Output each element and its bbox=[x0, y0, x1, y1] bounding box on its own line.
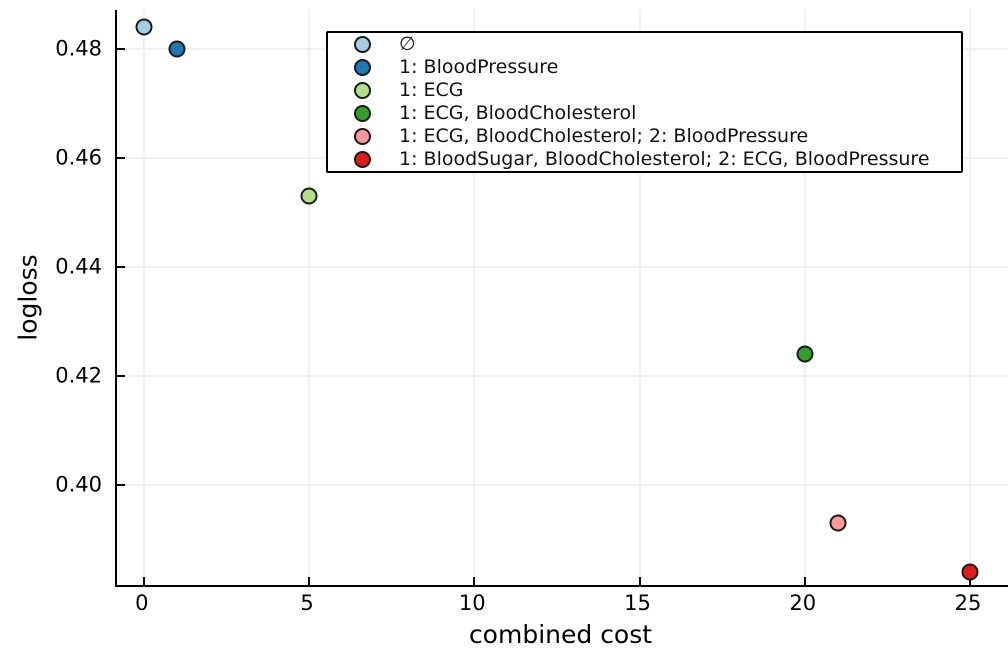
gridline-vertical bbox=[473, 10, 476, 585]
x-axis-tick-label: 20 bbox=[789, 591, 817, 615]
y-axis-tick-labels: 0.40 0.42 0.44 0.46 0.48 bbox=[0, 10, 102, 585]
legend-item-label: 1: BloodSugar, BloodCholesterol; 2: ECG,… bbox=[399, 148, 930, 170]
y-axis-tick-label: 0.44 bbox=[55, 254, 102, 279]
x-axis-tick-label: 15 bbox=[624, 591, 651, 615]
x-axis-tick bbox=[308, 577, 310, 585]
data-point bbox=[961, 563, 979, 581]
legend-item: 1: ECG, BloodCholesterol; 2: BloodPressu… bbox=[354, 127, 961, 146]
gridline-vertical bbox=[142, 10, 145, 585]
legend-item: 1: BloodPressure bbox=[354, 58, 961, 77]
y-axis-tick bbox=[117, 157, 125, 160]
legend-item: ∅ bbox=[354, 35, 961, 54]
legend-item-label: 1: ECG, BloodCholesterol bbox=[399, 102, 637, 124]
legend-marker-icon bbox=[354, 59, 371, 76]
legend-item-label: 1: ECG bbox=[399, 79, 464, 101]
legend-item-label: 1: ECG, BloodCholesterol; 2: BloodPressu… bbox=[399, 125, 809, 147]
legend-marker-icon bbox=[354, 36, 371, 53]
x-axis-tick bbox=[803, 577, 806, 585]
legend: ∅ 1: BloodPressure 1: ECG 1: ECG, BloodChol… bbox=[326, 31, 963, 173]
y-axis-tick bbox=[117, 484, 125, 487]
y-axis-title-wrap: logloss bbox=[0, 10, 56, 585]
gridline-horizontal bbox=[117, 266, 1008, 269]
y-axis-tick bbox=[117, 48, 125, 51]
y-axis-tick-label: 0.40 bbox=[55, 472, 102, 497]
y-axis-tick bbox=[117, 266, 125, 269]
y-axis-tick bbox=[117, 375, 125, 378]
y-axis-tick-label: 0.48 bbox=[55, 36, 102, 61]
y-axis-tick-label: 0.42 bbox=[55, 363, 102, 388]
x-axis-tick-label: 0 bbox=[135, 591, 149, 615]
legend-item-label: ∅ bbox=[399, 33, 416, 55]
gridline-vertical bbox=[308, 10, 310, 585]
data-point bbox=[829, 514, 847, 532]
x-axis-tick bbox=[968, 577, 971, 585]
data-point bbox=[796, 345, 814, 363]
legend-item: 1: BloodSugar, BloodCholesterol; 2: ECG,… bbox=[354, 150, 961, 169]
legend-marker-icon bbox=[354, 128, 371, 145]
y-axis-title: logloss bbox=[13, 254, 43, 341]
legend-marker-icon bbox=[354, 82, 371, 99]
x-axis-tick bbox=[638, 577, 641, 585]
x-axis-tick-labels: 0 5 10 15 20 25 bbox=[115, 591, 1006, 618]
legend-item: 1: ECG bbox=[354, 81, 961, 100]
x-axis-tick-label: 5 bbox=[300, 591, 314, 615]
y-axis-tick-label: 0.46 bbox=[55, 145, 102, 170]
x-axis-tick-label: 10 bbox=[458, 591, 486, 615]
legend-marker-icon bbox=[354, 105, 371, 122]
gridline-vertical bbox=[803, 10, 806, 585]
legend-item-label: 1: BloodPressure bbox=[399, 56, 559, 78]
gridline-vertical bbox=[968, 10, 971, 585]
gridline-horizontal bbox=[117, 375, 1008, 378]
legend-item: 1: ECG, BloodCholesterol bbox=[354, 104, 961, 123]
data-point bbox=[135, 18, 153, 36]
gridline-vertical bbox=[638, 10, 641, 585]
legend-marker-icon bbox=[354, 151, 371, 168]
x-axis-title: combined cost bbox=[468, 620, 653, 649]
x-axis-tick-label: 25 bbox=[954, 591, 982, 615]
x-axis-tick bbox=[473, 577, 476, 585]
data-point bbox=[300, 187, 318, 205]
gridline-horizontal bbox=[117, 484, 1008, 487]
data-point bbox=[168, 40, 186, 58]
x-axis-tick bbox=[142, 577, 145, 585]
